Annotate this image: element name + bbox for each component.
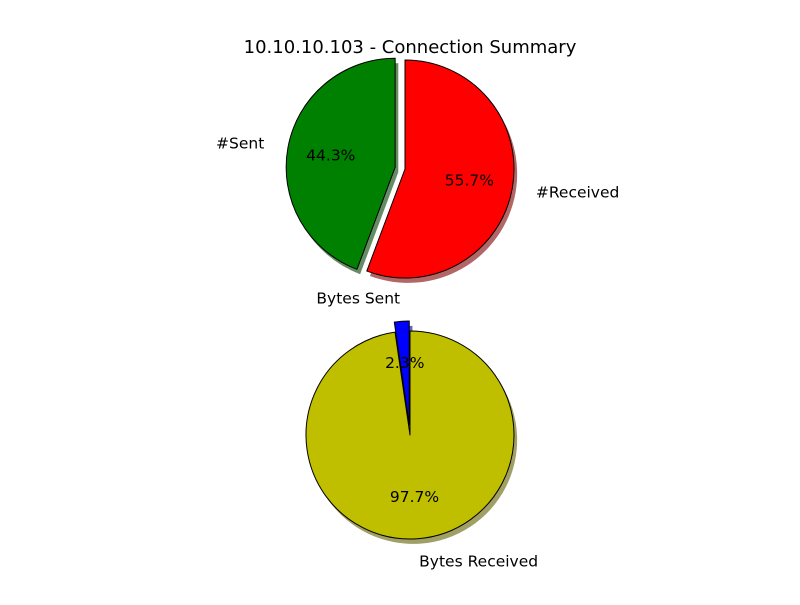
slice-pct-received: 55.7%: [445, 172, 494, 190]
chart-title: 10.10.10.103 - Connection Summary: [244, 37, 577, 58]
pie-bytes-summary: Bytes Sent 2.3% Bytes Received 97.7%: [305, 289, 538, 571]
slice-pct-bytes-sent: 2.3%: [385, 354, 424, 372]
slice-bytes-received: [305, 330, 515, 540]
slice-pct-bytes-received: 97.7%: [390, 488, 439, 506]
slice-label-received: #Received: [536, 184, 620, 202]
pie-connection-summary: #Sent 44.3% #Received 55.7%: [216, 57, 620, 283]
slice-label-bytes-sent: Bytes Sent: [316, 289, 400, 307]
slice-pct-sent: 44.3%: [306, 147, 355, 165]
slice-label-sent: #Sent: [216, 135, 264, 153]
slice-label-bytes-received: Bytes Received: [419, 553, 538, 571]
slice-sent: [285, 57, 396, 270]
slice-received: [366, 59, 515, 279]
slice-bytes-sent: [393, 320, 410, 426]
